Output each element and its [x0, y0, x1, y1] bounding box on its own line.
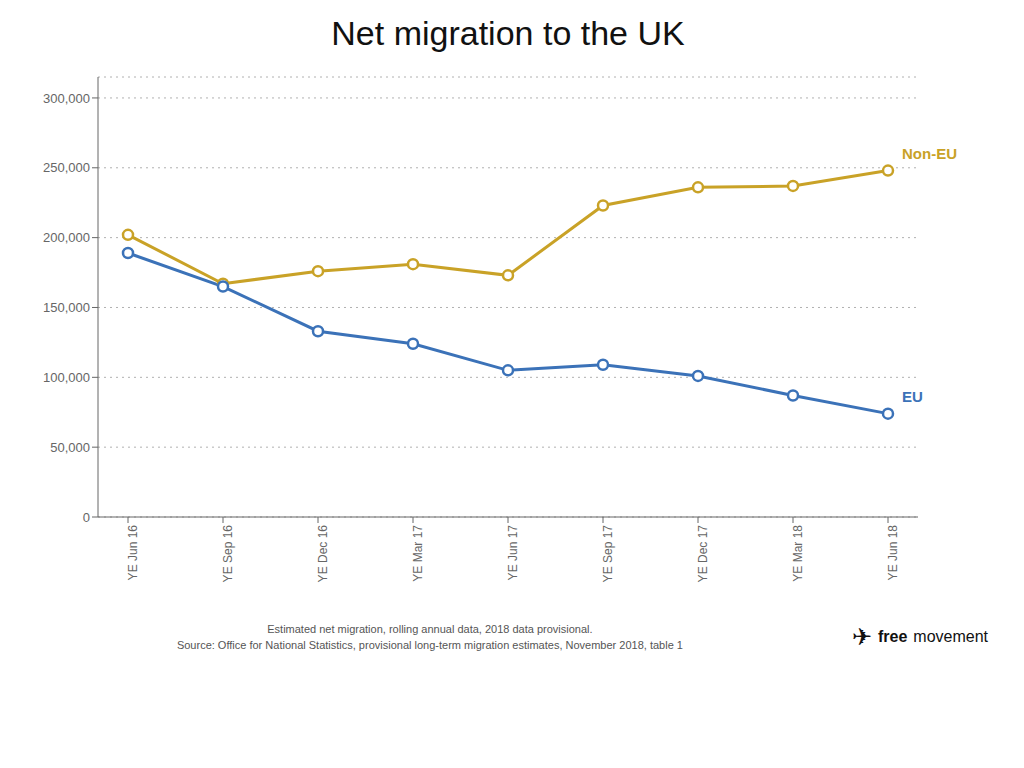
svg-text:YE Dec 16: YE Dec 16: [316, 525, 330, 583]
svg-text:50,000: 50,000: [50, 440, 90, 455]
svg-text:YE Jun 17: YE Jun 17: [506, 525, 520, 581]
svg-text:300,000: 300,000: [43, 91, 90, 106]
svg-text:YE Mar 18: YE Mar 18: [791, 525, 805, 582]
html-text:Source: Office for National St: Source: Office for National Statistics, …: [176, 639, 683, 651]
svg-text:200,000: 200,000: [43, 230, 90, 245]
html-text:Estimated net migration, rolli: Estimated net migration, rolling annual …: [267, 623, 593, 635]
svg-text:YE Dec 17: YE Dec 17: [696, 525, 710, 583]
svg-text:YE Sep 17: YE Sep 17: [601, 525, 615, 583]
svg-text:150,000: 150,000: [43, 300, 90, 315]
svg-text:250,000: 250,000: [43, 160, 90, 175]
svg-text:YE Sep 16: YE Sep 16: [221, 525, 235, 583]
html-text:Net migration to the UK: Net migration to the UK: [331, 14, 685, 52]
svg-text:YE Jun 18: YE Jun 18: [886, 525, 900, 581]
svg-text:YE Mar 17: YE Mar 17: [411, 525, 425, 582]
svg-text:EU: EU: [902, 388, 923, 405]
html-text:✈ free movement: ✈ free movement: [851, 623, 988, 650]
svg-text:Non-EU: Non-EU: [902, 145, 957, 162]
svg-text:100,000: 100,000: [43, 370, 90, 385]
svg-text:0: 0: [83, 510, 90, 525]
svg-text:YE Jun 16: YE Jun 16: [126, 525, 140, 581]
